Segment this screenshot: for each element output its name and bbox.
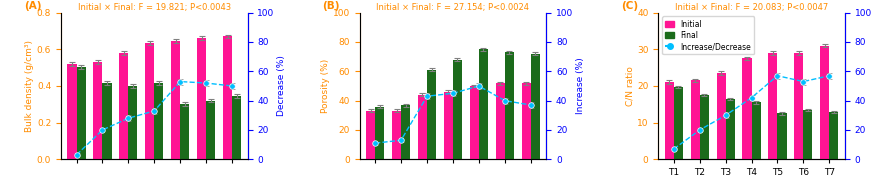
Bar (375, 106, 384, 159)
Title: Initial × Final: F = 27.154; P<0.0024: Initial × Final: F = 27.154; P<0.0024 (376, 3, 530, 12)
Bar (803, 110, 813, 159)
Bar (119, 53, 128, 159)
Bar (674, 87, 683, 159)
Bar (479, 49, 488, 159)
Bar (530, 54, 540, 159)
Bar (197, 38, 206, 159)
Bar (665, 82, 674, 159)
Bar (418, 95, 427, 159)
Y-axis label: Increase (%): Increase (%) (576, 58, 585, 114)
Bar (691, 81, 699, 159)
Bar (453, 60, 462, 159)
Bar (145, 43, 154, 159)
Bar (103, 83, 111, 159)
Y-axis label: Bulk density (g/cm³): Bulk density (g/cm³) (25, 40, 34, 132)
Bar (820, 46, 829, 159)
Bar (180, 104, 189, 159)
Bar (93, 62, 103, 159)
Bar (768, 53, 778, 159)
Bar (505, 52, 514, 159)
Bar (401, 105, 410, 159)
Bar (154, 83, 164, 159)
Bar (67, 64, 77, 159)
Bar (794, 53, 803, 159)
Bar (77, 67, 85, 159)
Bar (171, 41, 180, 159)
Y-axis label: Decrease (%): Decrease (%) (277, 56, 287, 116)
Bar (444, 92, 453, 159)
Legend: Initial, Final, Increase/Decrease: Initial, Final, Increase/Decrease (662, 16, 754, 54)
Text: (B): (B) (322, 1, 340, 11)
Bar (223, 37, 232, 159)
Title: Initial × Final: F = 19.821; P<0.0043: Initial × Final: F = 19.821; P<0.0043 (78, 3, 231, 12)
Bar (392, 111, 401, 159)
Bar (726, 99, 735, 159)
Bar (469, 86, 479, 159)
Text: (C): (C) (621, 1, 638, 11)
Bar (232, 96, 241, 159)
Bar (778, 113, 787, 159)
Bar (742, 58, 752, 159)
Bar (366, 111, 375, 159)
Y-axis label: C/N ratio: C/N ratio (625, 66, 634, 106)
Bar (496, 83, 505, 159)
Bar (717, 73, 726, 159)
Text: (A): (A) (24, 1, 41, 11)
Bar (206, 101, 215, 159)
Bar (699, 95, 709, 159)
Bar (522, 83, 530, 159)
Title: Initial × Final: F = 20.083; P<0.0047: Initial × Final: F = 20.083; P<0.0047 (675, 3, 828, 12)
Y-axis label: Porosity (%): Porosity (%) (321, 59, 330, 113)
Bar (427, 70, 436, 159)
Bar (829, 112, 839, 159)
Bar (128, 86, 138, 159)
Bar (752, 102, 760, 159)
